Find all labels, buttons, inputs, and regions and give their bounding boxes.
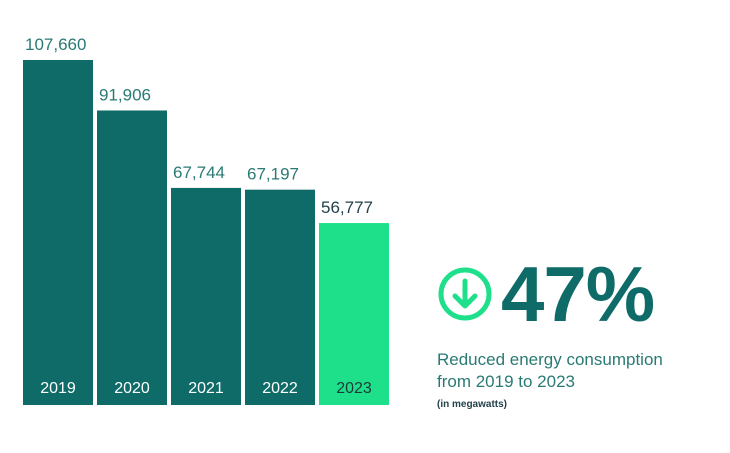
category-label-2022: 2022 — [262, 380, 298, 397]
bar-chart: 107,660 2019 91,906 2020 67,744 2021 67,197 202… — [23, 35, 389, 406]
category-label-2019: 2019 — [40, 380, 76, 397]
bar-2021 — [171, 187, 241, 405]
value-label-2020: 91,906 — [99, 85, 151, 104]
category-label-2021: 2021 — [188, 380, 224, 397]
stat-panel: 47% Reduced energy consumption from 2019… — [437, 255, 727, 410]
value-label-2021: 67,744 — [173, 163, 225, 182]
description-line-2: from 2019 to 2023 — [437, 372, 575, 391]
bar-2020 — [97, 110, 167, 406]
bar-2019 — [23, 60, 93, 405]
bar-2023 — [319, 223, 389, 405]
value-label-2023: 56,777 — [321, 198, 373, 217]
value-label-2022: 67,197 — [247, 165, 299, 184]
category-label-2020: 2020 — [114, 380, 150, 397]
stat-headline: 47% — [437, 255, 727, 333]
stat-description: Reduced energy consumption from 2019 to … — [437, 349, 727, 393]
category-label-2023: 2023 — [336, 380, 372, 397]
arrow-down-circle-icon — [438, 267, 492, 321]
unit-note: (in megawatts) — [437, 399, 508, 410]
value-label-2019: 107,660 — [25, 35, 86, 54]
percent-reduction: 47% — [501, 250, 655, 338]
bar-2022 — [245, 189, 315, 405]
description-line-1: Reduced energy consumption — [437, 350, 663, 369]
